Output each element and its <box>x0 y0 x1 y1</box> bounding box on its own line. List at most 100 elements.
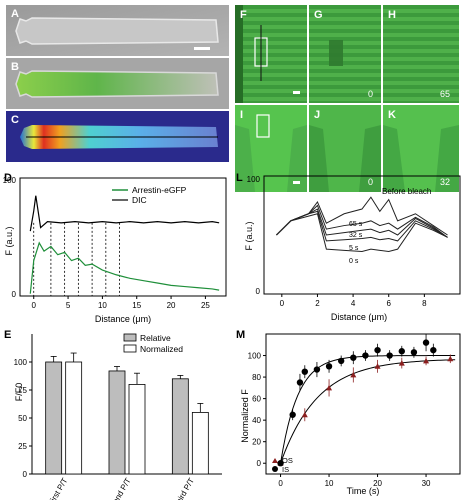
panel-m-is-point <box>386 352 393 359</box>
panel-m-is-point <box>313 366 321 373</box>
panel-m-os-point <box>374 363 381 369</box>
panel-l-ytick-top: 100 <box>247 175 261 184</box>
panel-m-is-point <box>289 411 296 418</box>
panel-e-bar-relative <box>108 370 126 475</box>
panel-d-xlabel: Distance (μm) <box>95 314 151 324</box>
panel-label-h: H <box>388 9 396 21</box>
panel-m-is-point <box>296 379 304 386</box>
panel-m-xtick-label: 30 <box>422 479 431 488</box>
panel-m-legend-is: IS <box>282 465 289 474</box>
panel-m-xtick-label: 20 <box>373 479 382 488</box>
panel-g-image <box>309 5 381 103</box>
panel-l-annot-0s: 0 s <box>349 258 359 265</box>
panel-e-ytick-label: 100 <box>14 358 28 367</box>
panel-m-xlabel: Time (s) <box>347 486 380 496</box>
panel-i-image <box>235 105 307 192</box>
panel-m-ylabel: Normalized F <box>240 389 250 443</box>
panel-m-is-point <box>337 357 345 365</box>
panel-e-ytick-label: 75 <box>18 386 27 395</box>
panel-d-chart: 100 0 F (a.u.) 0 5 10 15 20 25 Distance (μm) … <box>3 176 227 324</box>
panel-e-bar-normalized <box>128 384 146 475</box>
panel-l-xtick-label: 4 <box>351 299 356 308</box>
panel-m-ytick-label: 40 <box>252 416 261 425</box>
panel-m-is-point <box>350 354 357 361</box>
panel-d-xtick-label: 0 <box>32 301 37 310</box>
panel-d-series-dic <box>29 195 220 232</box>
panel-e-bar-normalized <box>65 361 83 475</box>
panel-e-ytick-label: 50 <box>18 414 27 423</box>
panel-m-os-point <box>447 355 454 362</box>
panel-m-os-point <box>423 357 430 364</box>
panel-l-series-4 <box>276 213 448 253</box>
panel-label-b: B <box>11 61 19 73</box>
panel-l-ytick-bottom: 0 <box>256 287 261 296</box>
panel-label-l: L <box>236 172 243 184</box>
panel-e-bar-normalized <box>191 412 209 475</box>
panel-e-legend-relative: Relative <box>140 333 171 343</box>
panel-m-ytick-label: 100 <box>248 352 262 361</box>
panel-a-dic-image <box>6 5 229 56</box>
time-label-g: 0 <box>368 89 374 99</box>
panel-e-legend-normalized: Normalized <box>140 344 183 354</box>
panel-m-is-point <box>325 363 333 370</box>
panel-e-chart: F/F0 0 25 50 75 100 First P/T Second P/T Third… <box>14 333 222 500</box>
panel-m-legend-os: OS <box>282 456 293 465</box>
panel-label-f: F <box>240 9 247 21</box>
time-label-j: 0 <box>368 177 374 187</box>
panel-l-annot-65s: 65 s <box>349 221 363 228</box>
panel-m-fit-curve-os <box>280 359 456 464</box>
panel-k-image <box>383 105 459 192</box>
panel-d-legend-dic: DIC <box>132 195 147 205</box>
time-label-k: 32 <box>440 177 451 187</box>
panel-d-xtick-label: 15 <box>132 301 141 310</box>
panel-label-c: C <box>11 114 19 126</box>
panel-m-is-point <box>362 352 369 359</box>
panel-d-xtick-label: 5 <box>66 301 71 310</box>
panel-m-ytick-label: 0 <box>257 459 262 468</box>
panel-e-bar-relative <box>171 378 189 475</box>
panel-m-chart: Normalized F 0 10 20 30 0 20 40 60 80 100 OS IS T… <box>240 333 461 496</box>
panel-m-os-point <box>326 384 333 391</box>
panel-j-image <box>309 105 381 192</box>
panel-m-is-point <box>430 346 437 354</box>
panel-l-xtick-label: 8 <box>422 299 427 308</box>
panel-m-is-point <box>422 339 430 346</box>
panel-l-annot-32s: 32 s <box>349 232 363 239</box>
panel-m-os-point <box>301 411 308 418</box>
panel-m-is-point <box>410 349 418 356</box>
panel-f-image <box>235 5 307 103</box>
panel-m-xtick-label: 0 <box>278 479 283 488</box>
panel-e-category-label: Second P/T <box>104 476 133 500</box>
panel-label-i: I <box>240 109 244 121</box>
panel-label-k: K <box>388 109 396 121</box>
panel-l-annot-before: Before bleach <box>382 187 431 196</box>
panel-l-xlabel: Distance (μm) <box>331 312 387 322</box>
panel-c-heatmap-image <box>6 111 229 162</box>
panel-l-ylabel: F (a.u.) <box>244 221 254 250</box>
panel-e-category-label: Third P/T <box>172 476 196 500</box>
panel-label-g: G <box>314 9 323 21</box>
panel-l-xtick-label: 0 <box>280 299 285 308</box>
panel-d-ylabel: F (a.u.) <box>4 226 14 255</box>
panel-m-ytick-label: 20 <box>252 438 261 447</box>
panel-m-xtick-label: 10 <box>325 479 334 488</box>
panel-l-xtick-label: 2 <box>315 299 320 308</box>
panel-m-is-point <box>301 368 308 375</box>
panel-d-xtick-label: 20 <box>167 301 176 310</box>
panel-label-e: E <box>4 329 12 341</box>
panel-m-is-point <box>277 460 284 467</box>
panel-d-xtick-label: 10 <box>98 301 107 310</box>
panel-d-series-arrestin <box>29 241 220 294</box>
panel-l-series-3 <box>276 210 448 242</box>
panel-l-xtick-label: 6 <box>387 299 392 308</box>
panel-label-m: M <box>236 329 246 341</box>
panel-m-os-point <box>398 360 405 366</box>
panel-d-xtick-label: 25 <box>201 301 210 310</box>
panel-e-ylabel: F/F0 <box>14 383 24 402</box>
panel-d-ytick-bottom: 0 <box>12 290 17 299</box>
panel-label-a: A <box>11 8 19 20</box>
panel-label-j: J <box>314 109 321 121</box>
panel-e-category-label: First P/T <box>46 476 69 500</box>
panel-label-d: D <box>4 172 12 184</box>
